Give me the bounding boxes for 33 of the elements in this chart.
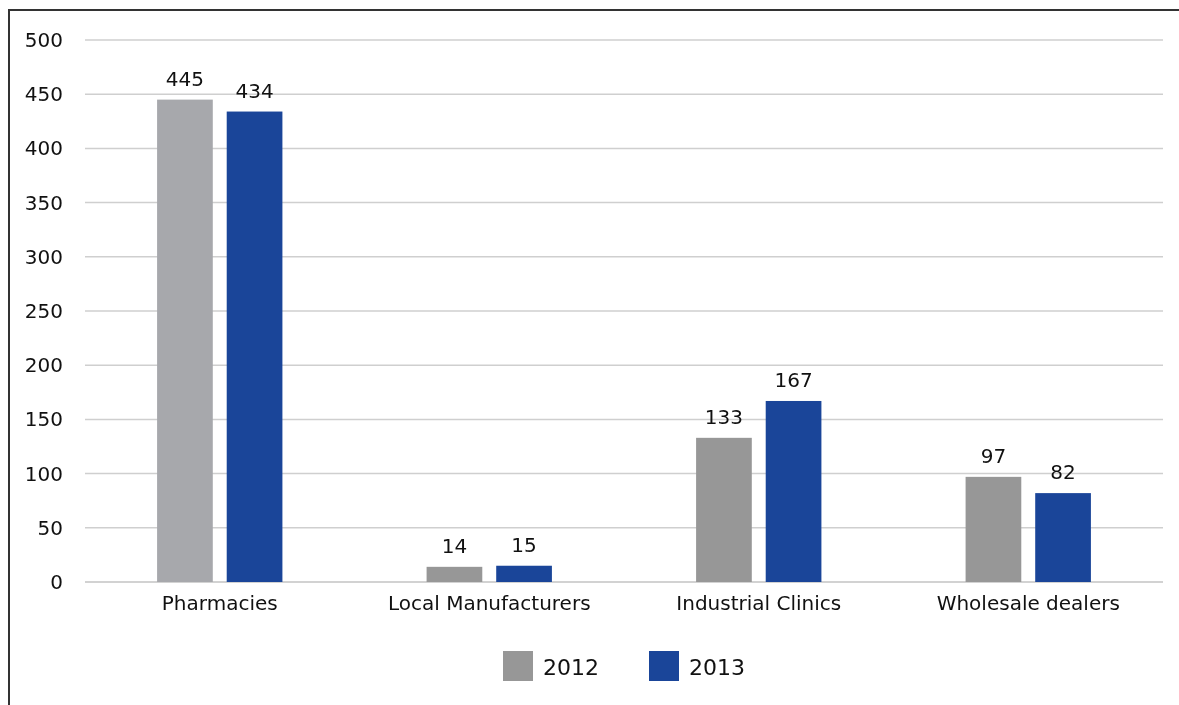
data-label: 434 (235, 78, 274, 103)
data-label: 133 (704, 404, 744, 429)
x-tick-label: Industrial Clinics (676, 591, 842, 616)
y-tick-label: 0 (50, 569, 63, 594)
y-tick-label: 150 (24, 407, 63, 432)
y-tick-label: 200 (24, 353, 63, 378)
x-tick-label: Local Manufacturers (387, 591, 591, 616)
bar (157, 99, 213, 582)
y-tick-label: 450 (24, 82, 63, 107)
bar (496, 565, 552, 582)
y-tick-label: 250 (24, 298, 63, 323)
data-label: 97 (980, 443, 1007, 468)
bar (1035, 493, 1091, 582)
data-label: 167 (774, 367, 813, 392)
y-tick-label: 300 (24, 244, 63, 269)
y-tick-label: 350 (24, 190, 63, 215)
data-label: 445 (165, 66, 205, 91)
data-label: 82 (1050, 460, 1076, 485)
data-label: 14 (441, 533, 468, 558)
bar (765, 400, 822, 582)
y-tick-label: 500 (24, 27, 63, 52)
bar (426, 566, 483, 582)
legend-label: 2013 (689, 655, 745, 680)
bar (965, 476, 1022, 582)
y-tick-label: 50 (37, 515, 63, 540)
bar (226, 111, 283, 582)
bar (696, 437, 752, 582)
y-tick-label: 400 (24, 136, 63, 161)
legend-label: 2012 (543, 655, 599, 680)
x-tick-label: Wholesale dealers (936, 591, 1120, 616)
x-tick-label: Pharmacies (161, 591, 278, 616)
y-tick-label: 100 (24, 461, 63, 486)
data-label: 15 (511, 532, 537, 557)
